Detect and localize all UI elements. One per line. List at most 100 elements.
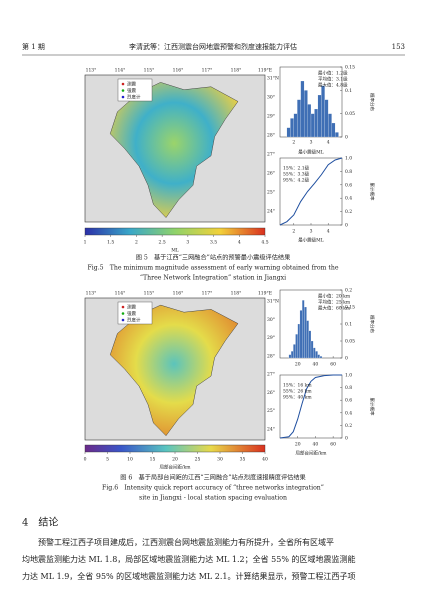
- legend-marker: [121, 318, 125, 322]
- x-tick-label: 60: [330, 362, 336, 368]
- y-axis-label: 累计概率: [369, 398, 376, 416]
- legend-marker: [121, 89, 125, 92]
- histogram-bar: [319, 356, 323, 359]
- x-tick-label: 4: [327, 140, 330, 146]
- stats-text: 平均值：3.1级: [318, 76, 348, 83]
- longitude-label: 114°: [115, 291, 126, 297]
- stats-text: 最小值：1.2级: [318, 70, 348, 77]
- legend-marker: [121, 82, 125, 86]
- longitude-label: 116°: [173, 291, 184, 297]
- latitude-label: 30°: [267, 95, 275, 101]
- longitude-label: 118°: [231, 68, 242, 74]
- latitude-label: 27°: [267, 152, 275, 158]
- stats-text: 55%：3.3级: [283, 171, 310, 178]
- y-tick-label: 0.6: [345, 398, 352, 404]
- colorbar-tick-label: 0: [84, 457, 87, 463]
- legend-label: 强震: [127, 311, 136, 317]
- colorbar-tick-label: 1: [84, 240, 87, 246]
- province-shape: [109, 304, 239, 437]
- y-tick-label: 0: [345, 223, 348, 229]
- latitude-label: 27°: [267, 372, 275, 378]
- x-tick-label: 3: [310, 229, 313, 235]
- colorbar-tick-label: 5: [106, 457, 109, 463]
- histogram-bar: [290, 351, 294, 359]
- legend-label: 强震: [127, 88, 136, 94]
- section-heading: 4 结论: [22, 516, 58, 529]
- legend-label: 烈度计: [127, 317, 141, 324]
- histogram-bar: [328, 113, 332, 138]
- legend-marker: [121, 95, 125, 99]
- colorbar-tick-label: 3: [186, 240, 189, 246]
- histogram-bar: [321, 85, 325, 138]
- legend-box: [117, 78, 153, 102]
- legend-label: 测震: [127, 81, 136, 88]
- cdf-line: [279, 374, 342, 439]
- figure-caption: “Three Network Integration” station in J…: [140, 275, 286, 282]
- latitude-label: 29°: [267, 335, 275, 341]
- y-tick-label: 0.1: [345, 88, 352, 94]
- y-tick-label: 0.2: [345, 288, 352, 294]
- running-title: 李清武等：江西测震台网地震预警和烈度速报能力评估: [129, 42, 297, 51]
- y-tick-label: 0.05: [345, 339, 355, 345]
- x-axis-label: 最小震级ML: [298, 149, 324, 156]
- issue: 第 1 期: [22, 42, 45, 51]
- panel-frame: [279, 157, 343, 226]
- histogram-bar: [304, 90, 308, 138]
- latitude-label: 24°: [267, 209, 275, 215]
- legend-label: 测震: [127, 304, 136, 311]
- colorbar-tick-label: 2.5: [159, 240, 166, 246]
- x-tick-label: 4: [327, 229, 330, 235]
- colorbar-tick-label: 20: [172, 457, 178, 463]
- y-tick-label: 0.6: [345, 182, 352, 188]
- colorbar-tick-label: 4.5: [261, 240, 268, 246]
- legend-marker: [121, 305, 125, 309]
- colorbar-tick-label: 30: [217, 457, 223, 463]
- longitude-label: 117°: [202, 68, 213, 74]
- histogram-bar: [297, 99, 301, 138]
- colorbar-tick-label: 15: [150, 457, 156, 463]
- histogram-bar: [293, 344, 296, 359]
- histogram-bar: [331, 122, 336, 138]
- latitude-label: 31°N: [267, 299, 279, 305]
- panel-frame: [279, 374, 343, 439]
- y-tick-label: 0: [345, 356, 348, 362]
- longitude-label: 118°: [231, 291, 242, 297]
- x-tick-label: 40: [313, 442, 319, 448]
- histogram-bar: [317, 354, 320, 359]
- y-tick-label: 0.4: [345, 196, 352, 202]
- figure-caption: Fig.5 The minimum magnitude assessment o…: [87, 265, 338, 272]
- latitude-label: 29°: [267, 114, 275, 120]
- colorbar-tick-label: 2: [135, 240, 138, 246]
- stats-text: 15%：16 km: [283, 383, 312, 389]
- latitude-label: 24°: [267, 427, 275, 433]
- colorbar-tick-label: 35: [240, 457, 246, 463]
- histogram-bar: [293, 113, 298, 138]
- histogram-bar: [310, 113, 315, 138]
- histogram-bar: [300, 80, 305, 138]
- longitude-label: 116°: [173, 68, 184, 74]
- body-text: 力达 ML 1.9，全省 95% 的区域地震监测能力达 ML 2.1。计算结果显…: [22, 571, 356, 581]
- histogram-bar: [324, 99, 329, 138]
- x-tick-label: 20: [295, 362, 301, 368]
- histogram-bar: [335, 132, 339, 138]
- legend-label: 烈度计: [127, 94, 141, 101]
- body-text: 预警工程江西子项目建成后，江西测震台网地震监测能力有所提升，全省所有区域平: [38, 537, 334, 547]
- longitude-label: 115°: [144, 68, 155, 74]
- y-axis-label: 概率分布: [369, 315, 376, 333]
- latitude-label: 31°N: [267, 76, 279, 82]
- latitude-label: 30°: [267, 317, 275, 323]
- longitude-label: 119°E: [258, 68, 272, 74]
- colorbar-tick-label: 25: [195, 457, 201, 463]
- x-tick-label: 40: [313, 362, 319, 368]
- histogram-bar: [313, 347, 316, 359]
- colorbar-label: 局部台间距/km: [159, 464, 191, 471]
- latitude-label: 25°: [267, 190, 275, 196]
- longitude-label: 119°E: [258, 291, 272, 297]
- y-tick-label: 1.0: [345, 373, 352, 379]
- latitude-label: 26°: [267, 171, 275, 177]
- x-tick-label: 2: [292, 229, 295, 235]
- stats-text: 15%：2.1级: [283, 165, 310, 172]
- histogram-bar: [286, 127, 291, 138]
- y-tick-label: 0: [345, 436, 348, 442]
- histogram-bar: [308, 330, 312, 359]
